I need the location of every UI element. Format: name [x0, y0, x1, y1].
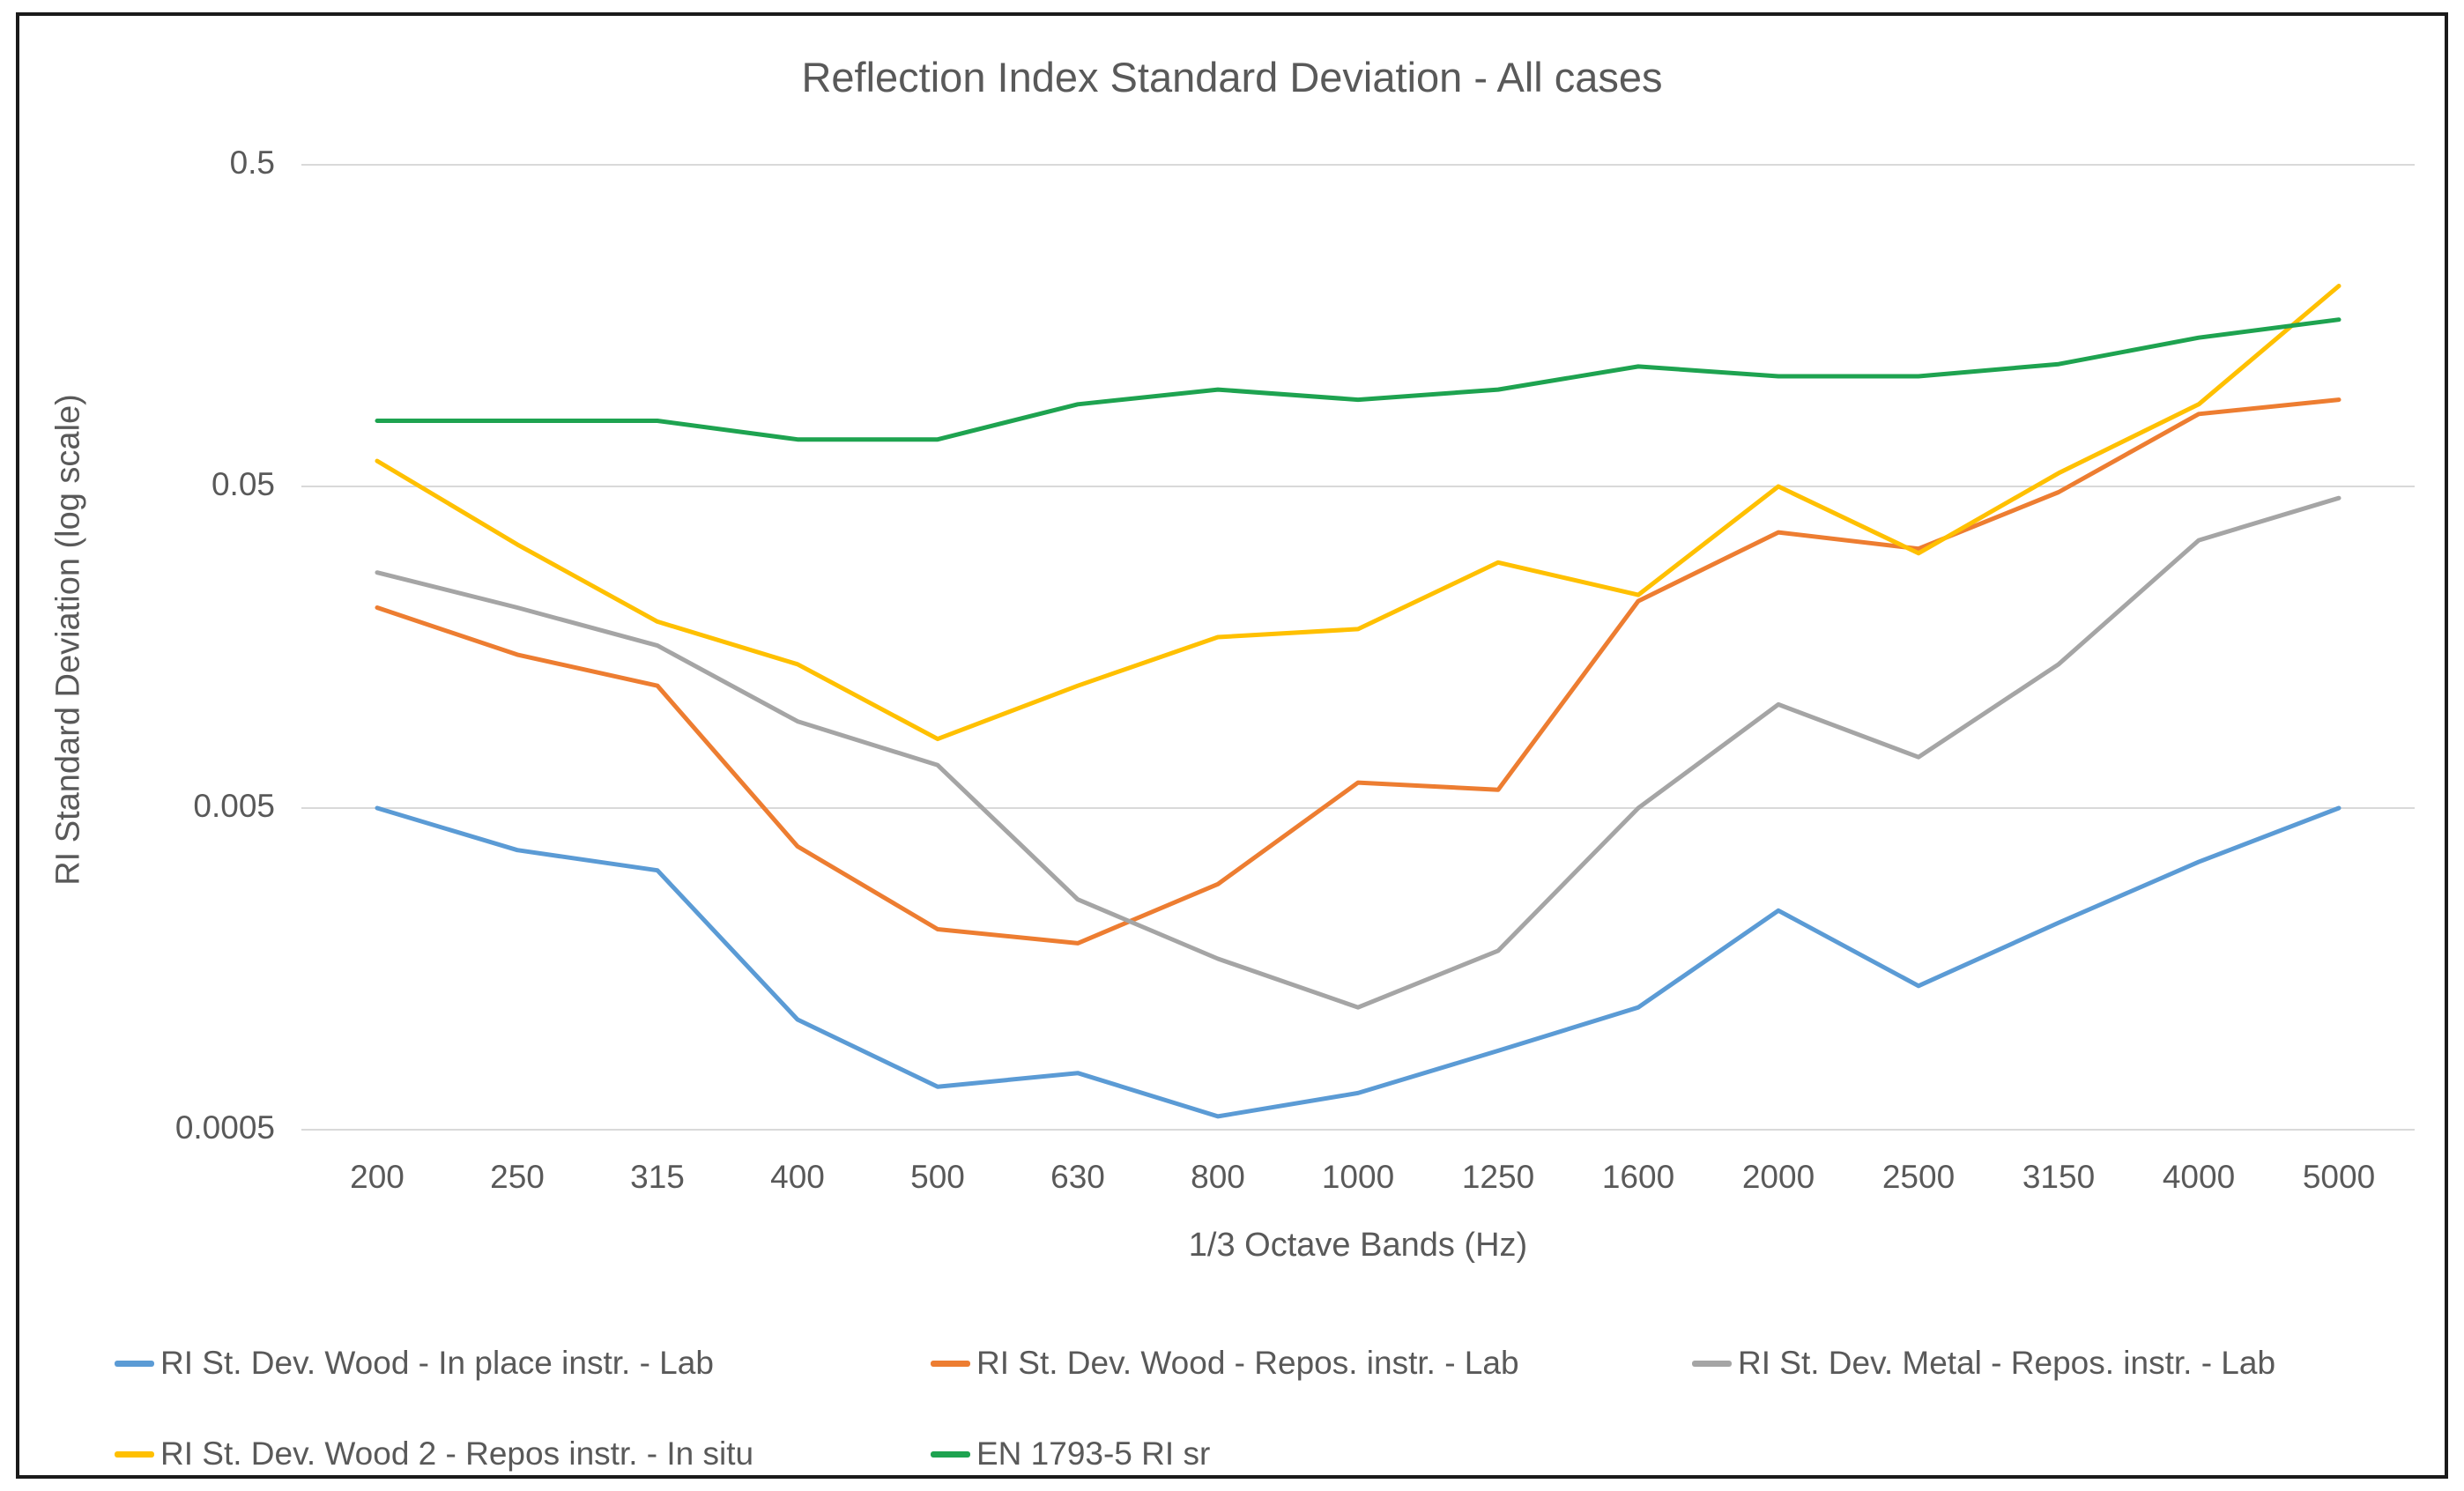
y-tick-label: 0.05 — [211, 466, 275, 502]
series-line-3 — [375, 284, 2342, 742]
legend-swatch-icon — [115, 1450, 154, 1458]
x-tick-label: 4000 — [2162, 1159, 2236, 1195]
x-tick-label: 3150 — [2022, 1159, 2096, 1195]
y-tick-label: 0.5 — [229, 145, 275, 181]
x-tick-label: 5000 — [2302, 1159, 2376, 1195]
legend-item: RI St. Dev. Wood - Repos. instr. - Lab — [931, 1332, 1519, 1394]
legend-swatch-icon — [1692, 1360, 1732, 1367]
legend-item: RI St. Dev. Wood 2 - Repos instr. - In s… — [115, 1423, 753, 1485]
x-tick-label: 1600 — [1601, 1159, 1675, 1195]
series-line-0 — [375, 805, 2342, 1119]
chart-title: Reflection Index Standard Deviation - Al… — [801, 54, 1663, 100]
legend-label: RI St. Dev. Wood 2 - Repos instr. - In s… — [160, 1435, 754, 1472]
legend-swatch-icon — [931, 1360, 970, 1367]
x-tick-label: 1250 — [1461, 1159, 1535, 1195]
legend-label: EN 1793-5 RI sr — [976, 1435, 1211, 1472]
x-tick-label: 1000 — [1321, 1159, 1395, 1195]
x-tick-label: 630 — [1050, 1159, 1105, 1195]
series-line-2 — [375, 495, 2342, 1010]
x-tick-label: 200 — [350, 1159, 404, 1195]
legend-swatch-icon — [115, 1360, 154, 1367]
legend-item: RI St. Dev. Wood - In place instr. - Lab — [115, 1332, 714, 1394]
x-tick-label: 2500 — [1881, 1159, 1956, 1195]
x-tick-label: 250 — [490, 1159, 545, 1195]
x-tick-label: 800 — [1191, 1159, 1245, 1195]
x-tick-label: 315 — [630, 1159, 685, 1195]
series-line-4 — [375, 317, 2342, 442]
figure-border — [16, 12, 2448, 1479]
y-tick-label: 0.005 — [193, 788, 275, 824]
x-axis-title: 1/3 Octave Bands (Hz) — [1188, 1227, 1528, 1264]
series-line-1 — [375, 397, 2342, 946]
y-tick-label: 0.0005 — [174, 1109, 275, 1146]
legend-label: RI St. Dev. Wood - Repos. instr. - Lab — [976, 1345, 1519, 1381]
legend-item: RI St. Dev. Metal - Repos. instr. - Lab — [1692, 1332, 2275, 1394]
legend-label: RI St. Dev. Wood - In place instr. - Lab — [160, 1345, 714, 1381]
legend-swatch-icon — [931, 1450, 970, 1458]
x-tick-label: 500 — [910, 1159, 965, 1195]
legend-label: RI St. Dev. Metal - Repos. instr. - Lab — [1738, 1345, 2276, 1381]
x-tick-label: 400 — [770, 1159, 825, 1195]
legend-item: EN 1793-5 RI sr — [931, 1423, 1210, 1485]
x-tick-label: 2000 — [1741, 1159, 1815, 1195]
